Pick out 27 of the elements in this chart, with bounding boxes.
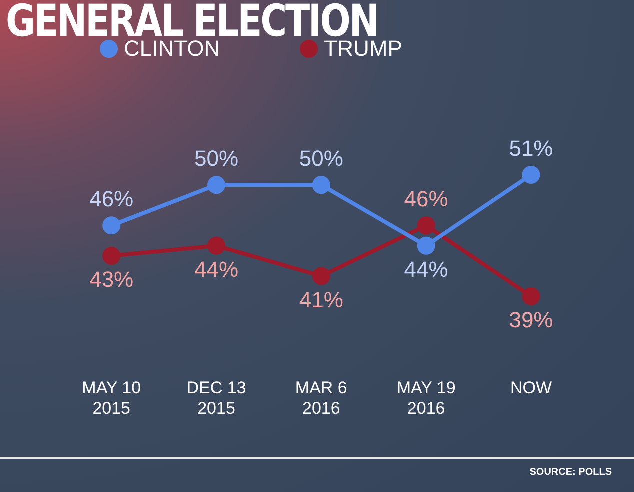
x-tick-label: MAY 19 2016 bbox=[396, 378, 456, 418]
data-label: 51% bbox=[509, 136, 554, 162]
source-note: SOURCE: POLLS bbox=[530, 467, 612, 478]
data-label: 39% bbox=[509, 308, 554, 333]
point bbox=[208, 236, 226, 255]
data-label: 46% bbox=[90, 186, 134, 212]
data-label: 44% bbox=[404, 256, 448, 282]
data-label: 44% bbox=[194, 256, 239, 282]
point bbox=[312, 176, 330, 194]
point bbox=[417, 216, 436, 235]
x-tick-label: MAY 10 2015 bbox=[82, 378, 142, 418]
data-label: 43% bbox=[90, 267, 134, 292]
point bbox=[312, 267, 330, 286]
point bbox=[522, 288, 540, 306]
legend-label: TRUMP bbox=[324, 36, 402, 62]
data-label: 41% bbox=[299, 287, 344, 312]
x-tick-label: MAR 6 2016 bbox=[295, 378, 348, 418]
point bbox=[417, 236, 436, 255]
point bbox=[208, 176, 226, 194]
data-label: 50% bbox=[194, 146, 239, 172]
data-label: 50% bbox=[299, 146, 344, 172]
data-label: 46% bbox=[404, 186, 448, 212]
x-tick-label: DEC 13 2015 bbox=[186, 378, 246, 418]
point bbox=[522, 166, 540, 184]
x-tick-label: NOW bbox=[510, 378, 552, 398]
point bbox=[102, 247, 121, 265]
point bbox=[102, 216, 121, 235]
